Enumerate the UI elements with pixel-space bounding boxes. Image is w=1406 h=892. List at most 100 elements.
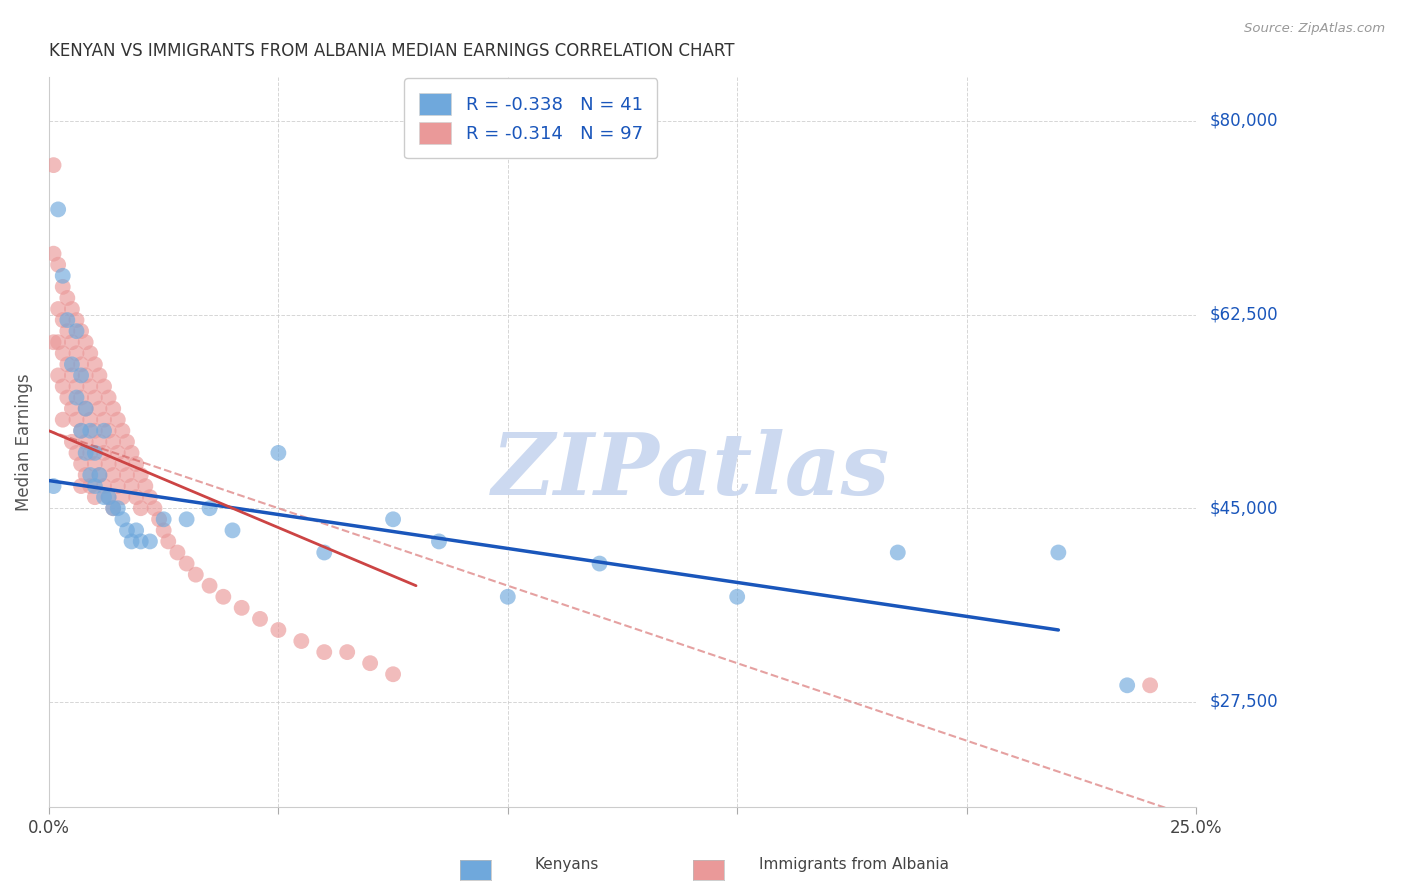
Point <box>166 545 188 559</box>
Point <box>111 490 134 504</box>
Point <box>52 413 75 427</box>
Point <box>725 590 748 604</box>
Point <box>56 357 79 371</box>
Point <box>52 313 75 327</box>
Point <box>75 401 97 416</box>
Point <box>79 413 101 427</box>
Point <box>65 413 87 427</box>
Point <box>70 324 93 338</box>
Point <box>103 434 125 449</box>
Point <box>97 457 120 471</box>
Point <box>42 335 65 350</box>
Point <box>496 590 519 604</box>
Point <box>83 391 105 405</box>
Point <box>75 468 97 483</box>
Point <box>89 368 111 383</box>
Text: $27,500: $27,500 <box>1211 693 1278 711</box>
Point <box>75 401 97 416</box>
Point <box>70 424 93 438</box>
Point <box>79 468 101 483</box>
Point <box>267 446 290 460</box>
Point <box>83 457 105 471</box>
Point <box>93 424 115 438</box>
Point <box>427 534 450 549</box>
Point <box>79 379 101 393</box>
Text: Kenyans: Kenyans <box>534 857 599 872</box>
Point <box>70 479 93 493</box>
Point <box>52 268 75 283</box>
Point <box>79 446 101 460</box>
Point <box>93 479 115 493</box>
Point <box>221 524 243 538</box>
Y-axis label: Median Earnings: Median Earnings <box>15 373 32 510</box>
Point <box>121 446 143 460</box>
Point <box>93 446 115 460</box>
Point <box>56 324 79 338</box>
Point <box>79 346 101 360</box>
Point <box>125 457 148 471</box>
Point <box>129 534 152 549</box>
Point <box>107 446 129 460</box>
Point <box>129 468 152 483</box>
Point <box>75 446 97 460</box>
Point <box>42 246 65 260</box>
Point <box>157 534 180 549</box>
Point <box>65 346 87 360</box>
Point <box>70 391 93 405</box>
Point <box>103 501 125 516</box>
Point <box>97 424 120 438</box>
Text: KENYAN VS IMMIGRANTS FROM ALBANIA MEDIAN EARNINGS CORRELATION CHART: KENYAN VS IMMIGRANTS FROM ALBANIA MEDIAN… <box>49 42 734 60</box>
Point <box>125 490 148 504</box>
Point <box>148 512 170 526</box>
Point <box>267 623 290 637</box>
Point <box>111 424 134 438</box>
Point <box>60 401 83 416</box>
Point <box>184 567 207 582</box>
Point <box>314 545 336 559</box>
Point <box>97 391 120 405</box>
Point <box>1047 545 1070 559</box>
Point <box>111 457 134 471</box>
Point <box>60 301 83 316</box>
Point <box>52 346 75 360</box>
Point <box>89 468 111 483</box>
Point <box>129 501 152 516</box>
Point <box>65 446 87 460</box>
Point <box>65 391 87 405</box>
Point <box>887 545 910 559</box>
Point <box>56 391 79 405</box>
Point <box>56 291 79 305</box>
Point <box>134 479 156 493</box>
Point <box>89 401 111 416</box>
Point <box>75 335 97 350</box>
Point <box>231 600 253 615</box>
Point <box>75 368 97 383</box>
Point <box>588 557 610 571</box>
Point <box>52 379 75 393</box>
Point <box>70 368 93 383</box>
Point <box>93 413 115 427</box>
Text: ZIPatlas: ZIPatlas <box>492 429 890 513</box>
Point <box>89 468 111 483</box>
Point <box>79 424 101 438</box>
Point <box>46 202 69 217</box>
Point <box>359 656 381 670</box>
Point <box>46 335 69 350</box>
Point <box>107 413 129 427</box>
Point <box>198 579 221 593</box>
Point <box>121 479 143 493</box>
Point <box>83 357 105 371</box>
Point <box>46 258 69 272</box>
Point <box>382 667 405 681</box>
Point <box>56 313 79 327</box>
Point <box>70 424 93 438</box>
Point <box>125 524 148 538</box>
Point <box>1139 678 1161 692</box>
Point <box>212 590 235 604</box>
Point <box>121 534 143 549</box>
Text: $62,500: $62,500 <box>1211 306 1278 324</box>
Point <box>83 490 105 504</box>
Point <box>60 357 83 371</box>
Point <box>60 335 83 350</box>
Point <box>65 324 87 338</box>
